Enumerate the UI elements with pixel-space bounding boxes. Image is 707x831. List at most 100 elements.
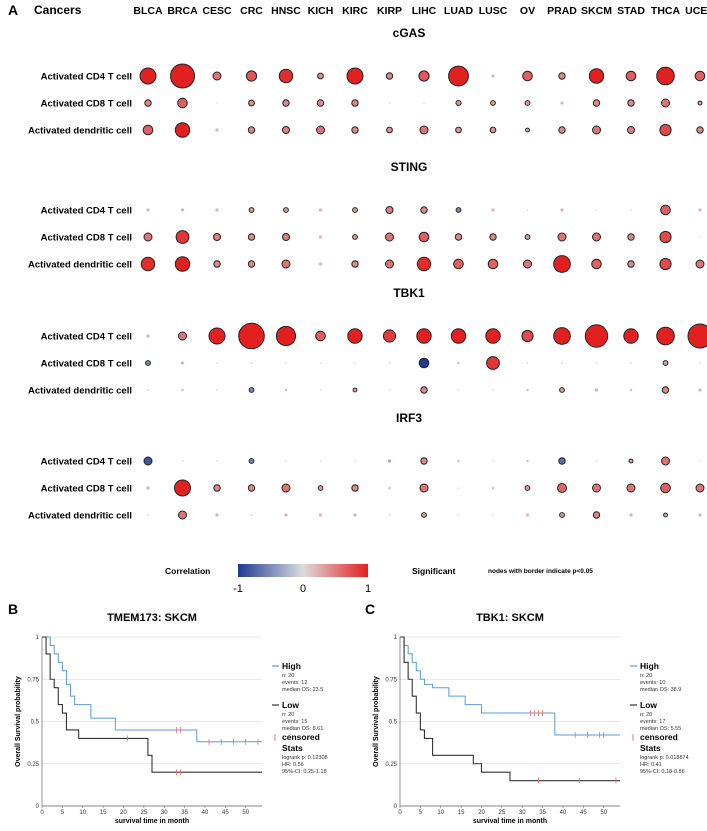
cell-type-label: Activated CD8 T cell [41,233,132,244]
km-title: TMEM173: SKCM [107,612,197,624]
x-tick-label: 25 [499,810,506,816]
correlation-bubble [659,123,672,137]
correlation-bubble [418,357,430,369]
cancer-header: KIRP [377,5,402,17]
correlation-bubble [557,232,567,242]
correlation-bubble [420,386,428,394]
correlation-bubble [592,232,601,242]
cancer-header: HNSC [271,5,301,17]
correlation-bubble [145,360,151,366]
legend-low-events: events: 17 [640,719,665,725]
x-tick-label: 15 [458,810,465,816]
correlation-bubble [180,361,185,365]
correlation-bubble [247,233,256,241]
correlation-bubble [385,232,394,242]
cell-type-label: Activated dendritic cell [28,126,132,137]
correlation-bubble [352,387,358,393]
gene-title: IRF3 [396,411,422,425]
correlation-bubble [558,72,566,80]
correlation-bubble [524,485,531,491]
correlation-bubble [316,125,325,135]
cancer-header: KIRC [342,5,368,17]
correlation-bubble [174,479,191,497]
correlation-bubble [662,360,669,366]
correlation-bubble [317,72,324,80]
correlation-bubble [215,128,219,132]
correlation-bubble [208,327,226,345]
cancer-header: LUAD [444,5,474,17]
legend-censored-label: censored [282,732,320,742]
correlation-bubble [489,126,497,134]
cancer-header: LUSC [479,5,508,17]
legend-low-median: median OS: 8.61 [282,726,323,732]
correlation-bubble [453,258,464,270]
cancer-header: CESC [202,5,232,17]
correlation-bubble [318,262,323,266]
x-tick-label: 35 [539,810,546,816]
cancers-header: Cancers [34,3,82,17]
correlation-bubble [178,510,187,520]
correlation-bubble [558,126,566,134]
legend-logrank: logrank p: 0.12308 [282,755,328,761]
x-tick-label: 10 [79,810,86,816]
correlation-bubble [382,329,397,343]
correlation-bubble [595,460,598,462]
correlation-bubble [455,207,462,213]
correlation-bubble [592,99,601,107]
legend-high-n: n: 20 [640,673,652,679]
correlation-bubble [175,230,190,244]
correlation-bubble [698,208,702,212]
legend-tick-0: 0 [300,583,306,595]
x-tick-label: 10 [437,810,444,816]
correlation-bubble [423,102,425,104]
correlation-bubble [284,513,288,517]
km-title: TBK1: SKCM [476,612,544,624]
cell-type-label: Activated CD4 T cell [41,457,132,468]
correlation-bubble [491,208,495,212]
y-tick-label: 0 [36,804,40,810]
correlation-bubble [281,259,291,269]
correlation-bubble [178,331,187,341]
correlation-bubble [687,323,707,349]
cancer-header: BRCA [167,5,198,17]
cancer-header: PRAD [547,5,577,17]
correlation-bubble [626,125,636,135]
correlation-bubble [181,388,184,392]
correlation-bubble [352,234,358,240]
correlation-bubble [352,207,358,213]
correlation-bubble [285,362,287,364]
correlation-bubble [181,460,184,462]
x-tick-label: 45 [222,810,229,816]
correlation-bubble [661,386,670,394]
correlation-bubble [485,328,501,344]
correlation-bubble [354,460,356,462]
cancer-header: LIHC [412,5,437,17]
correlation-bubble [526,362,529,364]
correlation-bubble [524,100,531,106]
correlation-bubble [170,63,195,89]
correlation-bubble [627,260,635,268]
correlation-bubble [139,67,157,85]
correlation-bubble [559,512,565,518]
x-tick-label: 15 [100,810,107,816]
gene-title: cGAS [393,26,426,40]
correlation-bubble [174,256,191,272]
correlation-bubble [660,482,671,494]
correlation-bubble [626,483,636,493]
correlation-bubble [588,68,605,84]
cell-type-label: Activated dendritic cell [28,260,132,271]
correlation-bubble [248,99,255,107]
correlation-bubble [695,483,705,493]
correlation-bubble [630,209,632,211]
correlation-bubble [660,204,671,216]
significance-note: nodes with border indicate p<0.05 [488,568,593,575]
correlation-bubble [418,231,430,243]
correlation-bubble [592,511,601,519]
correlation-bubble [212,232,222,242]
correlation-bubble [315,330,326,342]
correlation-bubble [659,257,672,271]
legend-ci: 95%-CI: 0.25-1.18 [282,769,327,775]
correlation-bubble [523,259,532,269]
correlation-bubble [629,513,633,517]
